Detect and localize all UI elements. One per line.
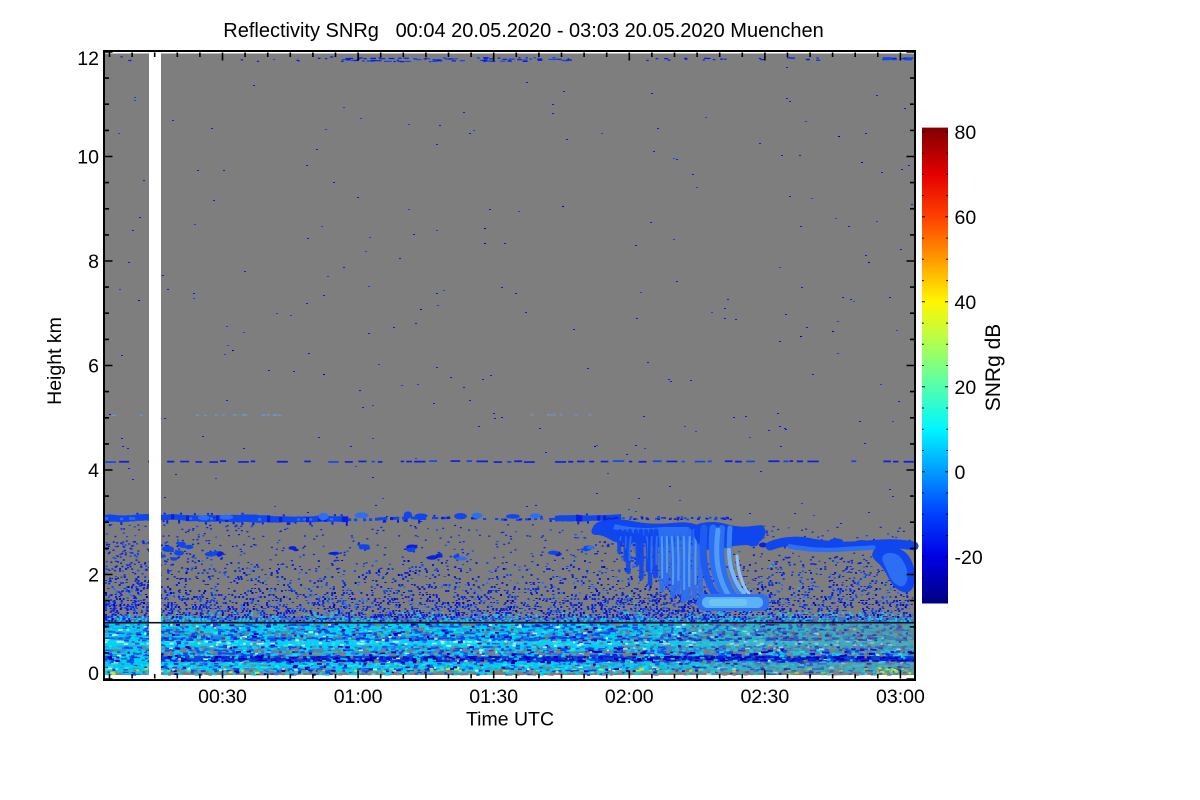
- svg-text:01:00: 01:00: [334, 686, 383, 708]
- svg-text:Reflectivity SNRg 00:04 20.0: Reflectivity SNRg 00:04 20.05.2020 - 03:…: [223, 20, 823, 42]
- svg-text:02:00: 02:00: [605, 686, 654, 708]
- svg-text:Time UTC: Time UTC: [466, 709, 554, 731]
- svg-text:2: 2: [88, 565, 99, 587]
- svg-text:Height km: Height km: [44, 317, 66, 405]
- svg-text:4: 4: [88, 460, 99, 482]
- svg-text:0: 0: [955, 462, 966, 484]
- svg-text:02:30: 02:30: [740, 686, 789, 708]
- svg-text:60: 60: [955, 207, 977, 229]
- svg-text:6: 6: [88, 356, 99, 378]
- svg-text:00:30: 00:30: [198, 686, 247, 708]
- svg-text:8: 8: [88, 251, 99, 273]
- svg-text:10: 10: [77, 147, 99, 169]
- svg-text:80: 80: [955, 122, 977, 144]
- svg-text:01:30: 01:30: [469, 686, 518, 708]
- svg-text:0: 0: [88, 663, 99, 685]
- svg-text:03:00: 03:00: [876, 686, 925, 708]
- svg-text:12: 12: [77, 48, 99, 70]
- svg-text:-20: -20: [955, 547, 983, 569]
- svg-text:40: 40: [955, 292, 977, 314]
- svg-text:20: 20: [955, 377, 977, 399]
- svg-text:SNRg dB: SNRg dB: [982, 324, 1005, 412]
